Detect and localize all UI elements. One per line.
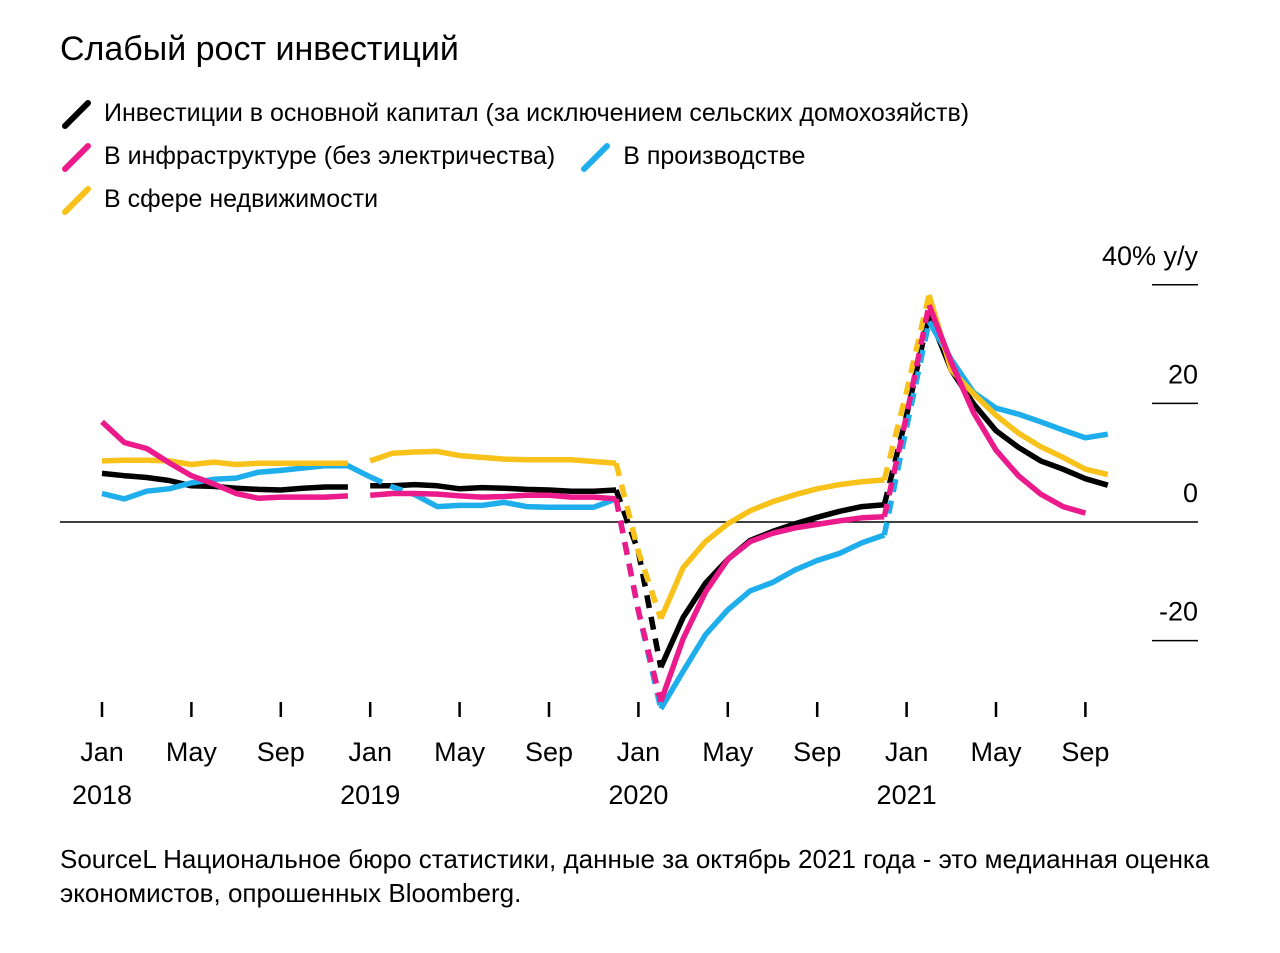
chart-title: Слабый рост инвестиций xyxy=(60,30,459,68)
series-segment xyxy=(926,313,1109,488)
legend-swatch-blue xyxy=(581,142,611,172)
legend-swatch-pink xyxy=(62,142,91,172)
legend-row: В инфраструктуре (без электричества) В п… xyxy=(60,135,1240,178)
swatch-mark-1 xyxy=(62,142,91,172)
series-segment xyxy=(658,532,886,711)
y-axis: 40% y/y 20 0 -20 xyxy=(60,241,1199,642)
x-tick-label: Sep xyxy=(525,737,573,767)
x-year-label: 2019 xyxy=(340,780,400,810)
series-segment xyxy=(369,448,617,467)
legend-label-manufacturing: В производстве xyxy=(623,142,806,170)
line-chart: 40% y/y 20 0 -20 Jan 2018 May Sep Jan 2019 May Sep… xyxy=(60,241,1199,810)
swatch-mark-0 xyxy=(62,99,91,129)
series-segment xyxy=(101,457,348,468)
series-segment xyxy=(926,320,1109,441)
x-tick-label: May xyxy=(434,737,486,767)
series-segment xyxy=(658,502,885,669)
y-tick-label: 0 xyxy=(1183,478,1198,508)
series-segment xyxy=(881,304,932,518)
series-segment xyxy=(926,304,1087,516)
x-tick-label: Sep xyxy=(793,737,841,767)
y-tick-label: 20 xyxy=(1168,359,1198,389)
legend-row: В сфере недвижимости xyxy=(60,178,1240,221)
series-segment xyxy=(413,492,618,510)
x-year-label: 2020 xyxy=(608,780,668,810)
series-segment xyxy=(881,294,932,481)
legend-item-infrastructure: В инфраструктуре (без электричества) xyxy=(60,139,555,175)
x-tick-label: May xyxy=(166,737,218,767)
series-segment xyxy=(658,477,885,620)
x-tick-label: Jan xyxy=(617,737,661,767)
series-segment xyxy=(613,498,664,703)
x-tick-label: Jan xyxy=(348,737,392,767)
series-segment xyxy=(369,474,416,498)
legend-label-fixed-capital: Инвестиции в основной капитал (за исключ… xyxy=(104,99,970,127)
x-tick-label: May xyxy=(702,737,754,767)
legend-item-real-estate: В сфере недвижимости xyxy=(60,182,378,218)
y-tick-label: 40% y/y xyxy=(1102,241,1199,271)
legend-swatch-yellow xyxy=(62,185,91,215)
x-tick-label: Sep xyxy=(1061,737,1109,767)
legend-row: Инвестиции в основной капитал (за исключ… xyxy=(60,92,1240,135)
legend-item-manufacturing: В производстве xyxy=(579,139,805,175)
x-tick-label: Jan xyxy=(885,737,929,767)
x-year-label: 2021 xyxy=(877,780,937,810)
series-segment xyxy=(881,321,932,536)
series-line xyxy=(101,294,1109,620)
swatch-mark-3 xyxy=(62,185,91,215)
source-note: SourceL Национальное бюро статистики, да… xyxy=(60,844,1210,908)
swatch-mark-2 xyxy=(581,142,611,172)
series-segment xyxy=(369,490,617,502)
legend: Инвестиции в основной капитал (за исключ… xyxy=(60,92,1240,221)
x-tick-label: Sep xyxy=(257,737,305,767)
series-segment xyxy=(613,462,664,620)
legend-swatch-black xyxy=(62,99,91,129)
legend-label-infrastructure: В инфраструктуре (без электричества) xyxy=(104,142,556,170)
series-segment xyxy=(613,489,664,668)
x-tick-label: Jan xyxy=(80,737,124,767)
series-segment xyxy=(658,513,885,703)
series-segment xyxy=(100,419,349,502)
y-tick-label: -20 xyxy=(1159,597,1198,627)
legend-item-fixed-capital: Инвестиции в основной капитал (за исключ… xyxy=(60,96,969,132)
series-line xyxy=(100,304,1087,703)
series-layer xyxy=(100,294,1109,711)
legend-label-real-estate: В сфере недвижимости xyxy=(104,185,379,213)
x-axis: Jan 2018 May Sep Jan 2019 May Sep Jan 2020 May Sep J… xyxy=(72,702,1109,810)
series-segment xyxy=(370,481,617,494)
x-year-label: 2018 xyxy=(72,780,132,810)
x-tick-label: May xyxy=(970,737,1022,767)
